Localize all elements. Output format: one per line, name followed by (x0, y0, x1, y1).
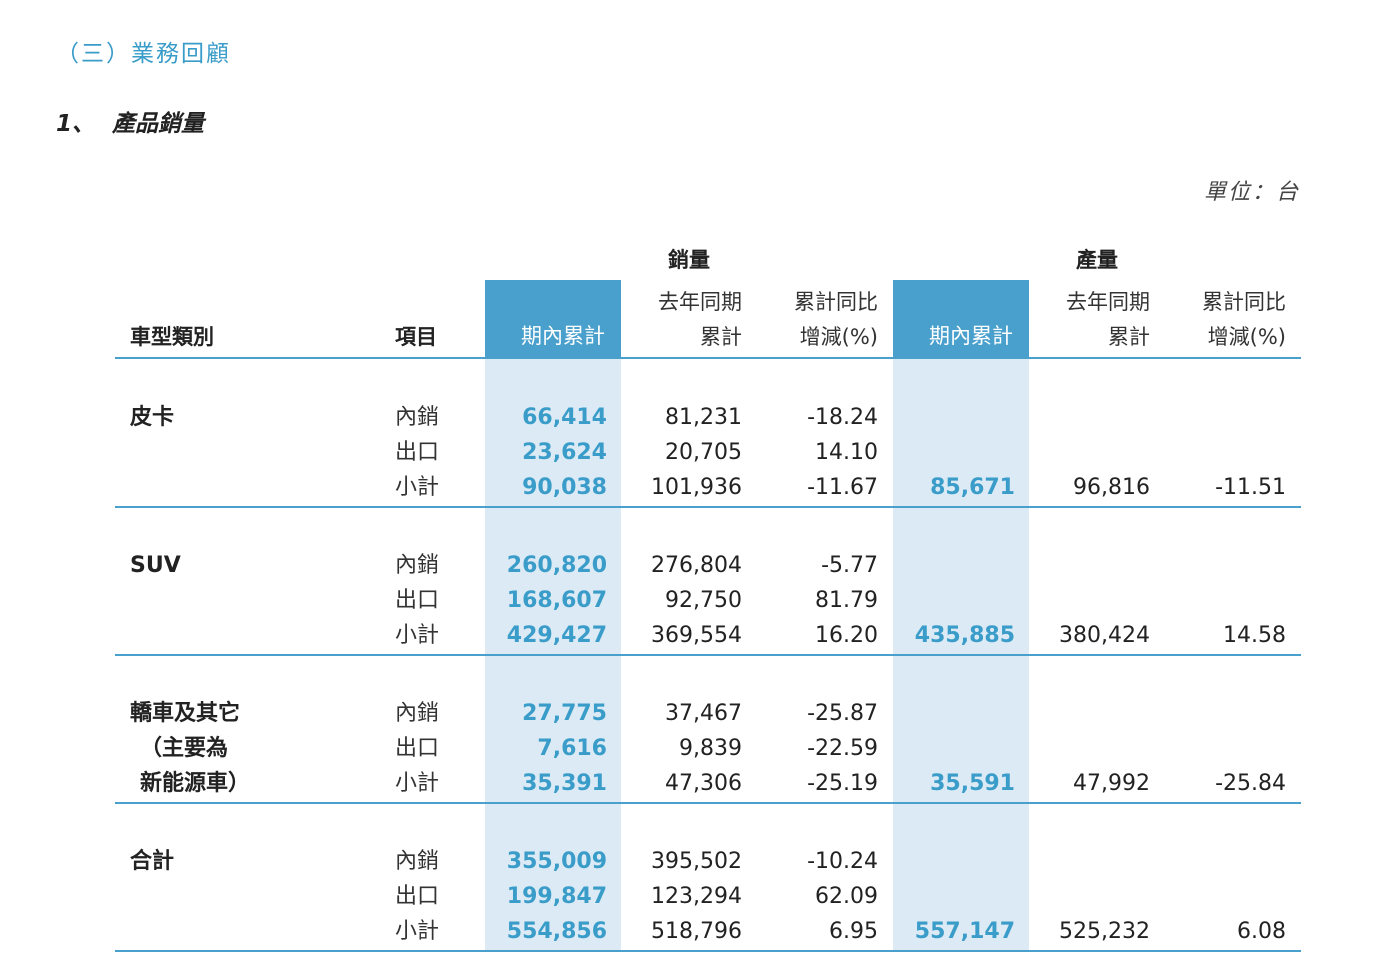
sales-last-year-cell: 92,750 (665, 588, 742, 613)
item-cell: 小計 (395, 475, 440, 500)
production-period-header: 期內累計 (893, 280, 1029, 358)
sales-yoy-cell: -10.24 (807, 849, 878, 874)
sales-last-year-cell: 9,839 (679, 736, 742, 761)
production-yoy-cell: 14.58 (1223, 623, 1286, 648)
sales-yoy-cell: 62.09 (815, 884, 878, 909)
sales-last-year-cell: 276,804 (651, 553, 742, 578)
sales-period-header: 期內累計 (485, 280, 621, 358)
unit-label: 單位：台 (1203, 180, 1300, 205)
production-period-cell: 435,885 (914, 623, 1015, 648)
sales-last-year-header-line1: 去年同期 (658, 290, 742, 314)
sales-last-year-cell: 81,231 (665, 405, 742, 430)
item-cell: 出口 (395, 736, 440, 761)
item-cell: 內銷 (395, 405, 440, 430)
sales-yoy-cell: 6.95 (829, 919, 878, 944)
production-yoy-cell: -11.51 (1215, 475, 1286, 500)
production-period-header-text: 期內累計 (929, 324, 1013, 348)
item-cell: 內銷 (395, 701, 440, 726)
item-header: 項目 (395, 325, 437, 349)
item-cell: 出口 (395, 588, 440, 613)
sales-period-cell: 27,775 (522, 701, 607, 726)
production-last-year-header: 去年同期 累計 (1030, 285, 1150, 355)
sales-last-year-cell: 47,306 (665, 771, 742, 796)
sales-yoy-cell: -11.67 (807, 475, 878, 500)
production-last-year-cell: 525,232 (1059, 919, 1150, 944)
item-cell: 出口 (395, 884, 440, 909)
sales-last-year-cell: 20,705 (665, 440, 742, 465)
sales-last-year-cell: 395,502 (651, 849, 742, 874)
production-yoy-cell: 6.08 (1237, 919, 1286, 944)
sales-period-cell: 168,607 (506, 588, 607, 613)
category-header: 車型類別 (130, 325, 214, 349)
sales-yoy-header-line2: 增減(%) (799, 325, 878, 349)
group-rule (115, 802, 1301, 804)
sales-period-cell: 66,414 (522, 405, 607, 430)
sales-period-cell: 429,427 (506, 623, 607, 648)
production-group-header: 產量 (1076, 248, 1118, 272)
sales-period-cell: 23,624 (522, 440, 607, 465)
item-cell: 內銷 (395, 553, 440, 578)
production-yoy-header-line2: 增減(%) (1207, 325, 1286, 349)
sales-period-cell: 7,616 (537, 736, 607, 761)
production-last-year-header-line2: 累計 (1108, 325, 1150, 349)
sales-last-year-cell: 123,294 (651, 884, 742, 909)
production-yoy-header-line1: 累計同比 (1202, 290, 1286, 314)
sales-period-cell: 260,820 (506, 553, 607, 578)
sales-yoy-cell: -25.87 (807, 701, 878, 726)
production-last-year-cell: 47,992 (1073, 771, 1150, 796)
sales-yoy-cell: -5.77 (821, 553, 878, 578)
sales-yoy-cell: 14.10 (815, 440, 878, 465)
header-rule (115, 357, 1301, 359)
sales-last-year-header: 去年同期 累計 (622, 285, 742, 355)
production-last-year-cell: 380,424 (1059, 623, 1150, 648)
sales-yoy-cell: -18.24 (807, 405, 878, 430)
sales-yoy-cell: -22.59 (807, 736, 878, 761)
sales-yoy-header: 累計同比 增減(%) (758, 285, 878, 355)
production-yoy-cell: -25.84 (1215, 771, 1286, 796)
sales-last-year-cell: 369,554 (651, 623, 742, 648)
sub-title-text: 產品銷量 (112, 111, 204, 137)
item-cell: 小計 (395, 771, 440, 796)
production-period-cell: 35,591 (930, 771, 1015, 796)
item-cell: 出口 (395, 440, 440, 465)
production-last-year-header-line1: 去年同期 (1066, 290, 1150, 314)
sales-period-cell: 35,391 (522, 771, 607, 796)
item-cell: 內銷 (395, 849, 440, 874)
table-bottom-rule (115, 950, 1301, 952)
production-period-cell: 557,147 (914, 919, 1015, 944)
sales-last-year-header-line2: 累計 (700, 325, 742, 349)
category-label: 合計 (130, 849, 175, 874)
section-title: （三）業務回顧 (56, 41, 231, 67)
category-label: 皮卡 (130, 405, 175, 430)
sales-last-year-cell: 37,467 (665, 701, 742, 726)
sub-title: 1、 產品銷量 (56, 104, 204, 138)
group-rule (115, 654, 1301, 656)
item-cell: 小計 (395, 919, 440, 944)
sales-period-cell: 90,038 (522, 475, 607, 500)
sales-yoy-cell: 81.79 (815, 588, 878, 613)
sales-period-header-text: 期內累計 (521, 324, 605, 348)
production-period-cell: 85,671 (930, 475, 1015, 500)
sales-period-cell: 199,847 (506, 884, 607, 909)
sales-last-year-cell: 518,796 (651, 919, 742, 944)
category-label: 轎車及其它 (130, 701, 241, 726)
sales-group-header: 銷量 (668, 248, 710, 272)
sales-period-cell: 355,009 (506, 849, 607, 874)
item-cell: 小計 (395, 623, 440, 648)
category-label: 新能源車） (140, 771, 251, 796)
sales-yoy-cell: 16.20 (815, 623, 878, 648)
sales-last-year-cell: 101,936 (651, 475, 742, 500)
sales-yoy-cell: -25.19 (807, 771, 878, 796)
sales-yoy-header-line1: 累計同比 (794, 290, 878, 314)
production-yoy-header: 累計同比 增減(%) (1166, 285, 1286, 355)
category-label: （主要為 (140, 736, 229, 761)
category-label: SUV (130, 553, 181, 578)
production-last-year-cell: 96,816 (1073, 475, 1150, 500)
group-rule (115, 506, 1301, 508)
sales-period-cell: 554,856 (506, 919, 607, 944)
sub-title-number: 1、 (56, 111, 96, 137)
